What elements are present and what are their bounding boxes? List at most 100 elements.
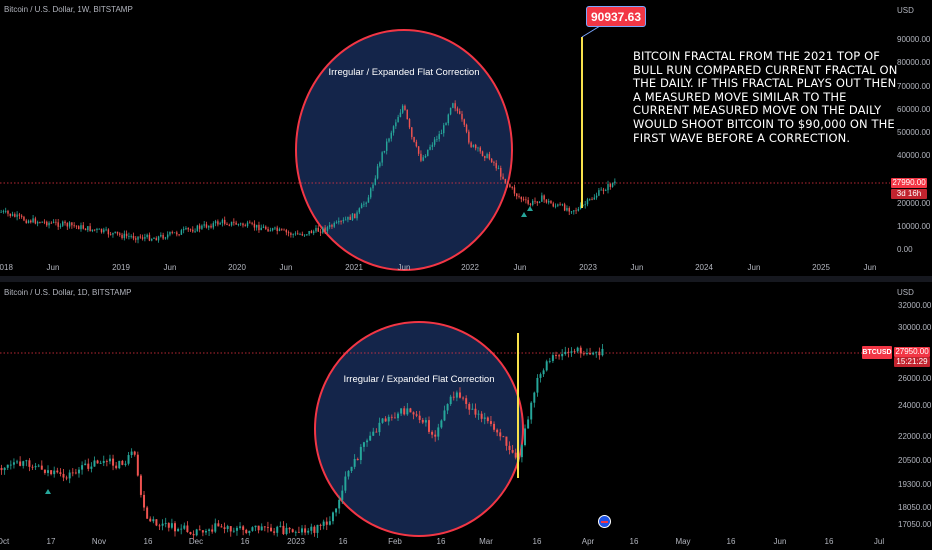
daily-candle [393, 417, 396, 419]
weekly-candle [283, 229, 285, 231]
weekly-candle [536, 201, 539, 203]
daily-chart-pane[interactable]: Irregular / Expanded Flat Correction 3200… [0, 283, 932, 550]
weekly-candle [121, 234, 123, 239]
daily-candle [418, 415, 421, 420]
weekly-candle [169, 231, 171, 235]
weekly-candle [135, 238, 137, 240]
weekly-candle [16, 214, 18, 217]
weekly-candle [543, 195, 545, 200]
daily-candle [452, 396, 455, 398]
daily-candle [22, 461, 25, 466]
weekly-candle [424, 156, 427, 158]
daily-candle [474, 408, 477, 415]
weekly-candle [484, 155, 486, 159]
daily-candle [359, 446, 362, 461]
daily-candle [232, 530, 235, 532]
weekly-candle [162, 234, 164, 239]
daily-candle [149, 518, 152, 522]
daily-candle [322, 521, 325, 526]
daily-axis-unit: USD [897, 288, 914, 297]
daily-candle [403, 408, 406, 415]
daily-candle [530, 402, 533, 420]
daily-candle [90, 466, 93, 469]
weekly-candle [251, 222, 253, 224]
weekly-candle [32, 218, 34, 223]
daily-candle [533, 392, 536, 403]
weekly-candle [130, 235, 132, 237]
target-price-callout[interactable]: 90937.63 [586, 6, 646, 27]
weekly-candle [374, 178, 377, 185]
weekly-chart-canvas[interactable]: Irregular / Expanded Flat Correction 9000… [0, 0, 932, 275]
weekly-candle [452, 103, 454, 108]
weekly-candle [246, 222, 249, 227]
weekly-chart-pane[interactable]: Irregular / Expanded Flat Correction 9000… [0, 0, 932, 275]
weekly-candle [48, 222, 50, 226]
weekly-candle [269, 230, 272, 232]
daily-candle [331, 512, 334, 522]
weekly-candle [360, 204, 363, 209]
daily-y-tick: 20500.00 [898, 456, 932, 465]
weekly-candle [438, 134, 440, 139]
daily-x-tick: 16 [630, 537, 639, 546]
daily-candle [592, 352, 595, 355]
daily-candle [313, 526, 316, 533]
daily-candle [366, 440, 369, 443]
weekly-candle [477, 147, 479, 149]
weekly-candle [520, 196, 523, 200]
weekly-candle [509, 184, 511, 188]
daily-candle [47, 470, 50, 473]
daily-candle [3, 467, 6, 471]
weekly-candle [139, 236, 142, 238]
us-flag-event-icon[interactable] [598, 515, 611, 528]
weekly-candle [301, 234, 304, 236]
daily-candle [192, 534, 195, 536]
pane-separator[interactable] [0, 276, 932, 282]
weekly-candle [239, 223, 242, 225]
daily-candle [338, 499, 341, 509]
weekly-candle [388, 138, 390, 142]
weekly-candle [586, 199, 589, 205]
weekly-candle [66, 223, 69, 227]
daily-candle [177, 528, 180, 532]
daily-candle [508, 445, 511, 451]
fractal-annotation-text[interactable]: BITCOIN FRACTAL FROM THE 2021 TOP OF BUL… [633, 49, 898, 145]
weekly-candle [349, 216, 351, 220]
daily-candle [480, 413, 483, 419]
daily-candle [152, 519, 155, 522]
weekly-pattern-label: Irregular / Expanded Flat Correction [328, 67, 479, 78]
daily-candle [127, 455, 130, 464]
daily-candle [415, 414, 418, 416]
daily-candle [217, 523, 220, 527]
weekly-candle [281, 228, 283, 230]
weekly-candle [568, 208, 570, 212]
weekly-candle [367, 197, 370, 203]
weekly-candle [372, 184, 374, 189]
weekly-candle [262, 226, 265, 228]
daily-candle [536, 377, 539, 393]
weekly-candle [605, 190, 607, 192]
daily-candle [356, 458, 359, 461]
weekly-x-tick: 2022 [461, 263, 479, 272]
daily-candle [53, 470, 56, 475]
daily-candle [511, 450, 514, 453]
weekly-candle [226, 223, 228, 225]
weekly-candle [18, 214, 21, 216]
weekly-candle [527, 200, 529, 204]
daily-candle [505, 436, 508, 446]
weekly-candle [96, 228, 98, 230]
daily-chart-canvas[interactable]: Irregular / Expanded Flat Correction 3200… [0, 283, 932, 550]
weekly-candle [43, 221, 46, 223]
daily-candle [77, 469, 80, 474]
weekly-candle [276, 227, 278, 231]
daily-candle [19, 461, 22, 466]
weekly-candle [68, 222, 71, 227]
weekly-signal-marker [521, 212, 527, 217]
weekly-candle [317, 227, 319, 232]
weekly-candle [563, 204, 566, 211]
daily-candle [25, 460, 28, 462]
daily-candle [139, 475, 142, 495]
daily-x-tick: 16 [144, 537, 153, 546]
weekly-countdown-tag: 3d 16h [891, 189, 927, 199]
weekly-candle [77, 226, 80, 230]
weekly-candle [114, 231, 116, 233]
